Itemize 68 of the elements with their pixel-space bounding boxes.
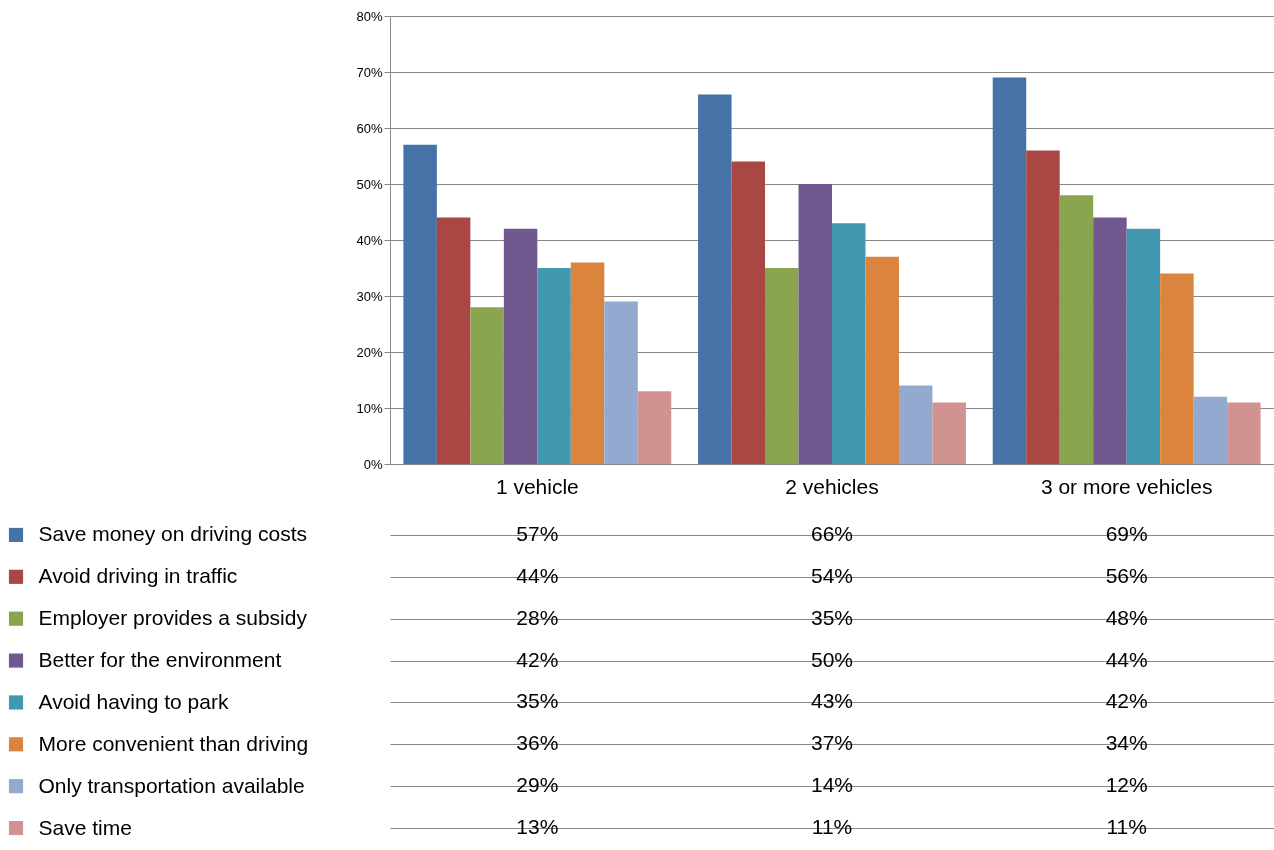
data-label: 56% bbox=[1105, 563, 1148, 587]
data-label: 37% bbox=[810, 731, 854, 755]
bar bbox=[865, 256, 899, 464]
bar bbox=[403, 144, 437, 464]
y-tick-label: 0% bbox=[363, 456, 383, 472]
data-label: 54% bbox=[810, 563, 854, 587]
legend-label: Avoid having to park bbox=[38, 689, 229, 713]
legend-label: Save money on driving costs bbox=[38, 522, 307, 546]
legend-label: Better for the environment bbox=[38, 648, 282, 672]
data-label: 29% bbox=[516, 773, 559, 797]
data-label: 35% bbox=[810, 605, 854, 629]
x-tick-label: 2 vehicles bbox=[785, 474, 879, 498]
bar bbox=[898, 385, 933, 464]
data-label: 13% bbox=[516, 815, 559, 839]
legend-label: Only transportation available bbox=[38, 773, 305, 797]
bar bbox=[765, 268, 799, 464]
data-label: 50% bbox=[810, 647, 854, 671]
legend-label: Avoid driving in traffic bbox=[38, 564, 238, 588]
bar bbox=[470, 307, 504, 464]
bar bbox=[570, 262, 605, 464]
y-tick-label: 80% bbox=[356, 8, 383, 24]
data-label: 34% bbox=[1105, 731, 1148, 755]
data-label: 57% bbox=[516, 521, 559, 545]
y-tick-label: 30% bbox=[356, 288, 383, 304]
bar bbox=[637, 391, 672, 464]
bar bbox=[1126, 228, 1161, 464]
bar bbox=[932, 402, 966, 464]
data-label: 48% bbox=[1105, 605, 1148, 629]
data-label: 28% bbox=[516, 605, 559, 629]
bar bbox=[832, 223, 866, 464]
bar bbox=[992, 77, 1027, 464]
data-label: 42% bbox=[1105, 689, 1148, 713]
data-label: 35% bbox=[516, 689, 559, 713]
data-label: 43% bbox=[810, 689, 854, 713]
legend-label: More convenient than driving bbox=[38, 731, 309, 755]
data-label: 66% bbox=[810, 521, 854, 545]
data-label: 44% bbox=[516, 563, 559, 587]
data-label: 36% bbox=[516, 731, 559, 755]
bar bbox=[604, 301, 638, 464]
y-tick-label: 50% bbox=[356, 176, 383, 192]
bar bbox=[1227, 402, 1261, 464]
bar bbox=[436, 217, 471, 464]
data-label: 42% bbox=[516, 647, 559, 671]
x-tick-label: 3 or more vehicles bbox=[1040, 474, 1213, 498]
data-label: 11% bbox=[1106, 815, 1147, 839]
bar bbox=[537, 268, 571, 464]
y-tick-label: 60% bbox=[356, 120, 383, 136]
bar bbox=[731, 161, 766, 464]
legend-label: Save time bbox=[38, 815, 132, 839]
data-label: 14% bbox=[810, 773, 854, 797]
x-tick-label: 1 vehicle bbox=[495, 474, 579, 498]
data-label: 69% bbox=[1105, 521, 1148, 545]
y-tick-label: 20% bbox=[356, 344, 383, 360]
bar bbox=[1093, 217, 1127, 464]
legend-label: Employer provides a subsidy bbox=[38, 606, 308, 630]
bar bbox=[798, 184, 832, 464]
bar bbox=[698, 94, 732, 464]
data-label: 44% bbox=[1105, 647, 1148, 671]
bar bbox=[1026, 150, 1060, 464]
y-tick-label: 70% bbox=[356, 64, 383, 80]
data-label: 11% bbox=[811, 815, 853, 839]
bar bbox=[503, 228, 538, 464]
bar bbox=[1059, 195, 1094, 464]
y-tick-label: 40% bbox=[356, 232, 383, 248]
data-label: 12% bbox=[1105, 773, 1148, 797]
bar bbox=[1193, 396, 1228, 464]
bar bbox=[1160, 273, 1194, 464]
y-tick-label: 10% bbox=[356, 400, 383, 416]
